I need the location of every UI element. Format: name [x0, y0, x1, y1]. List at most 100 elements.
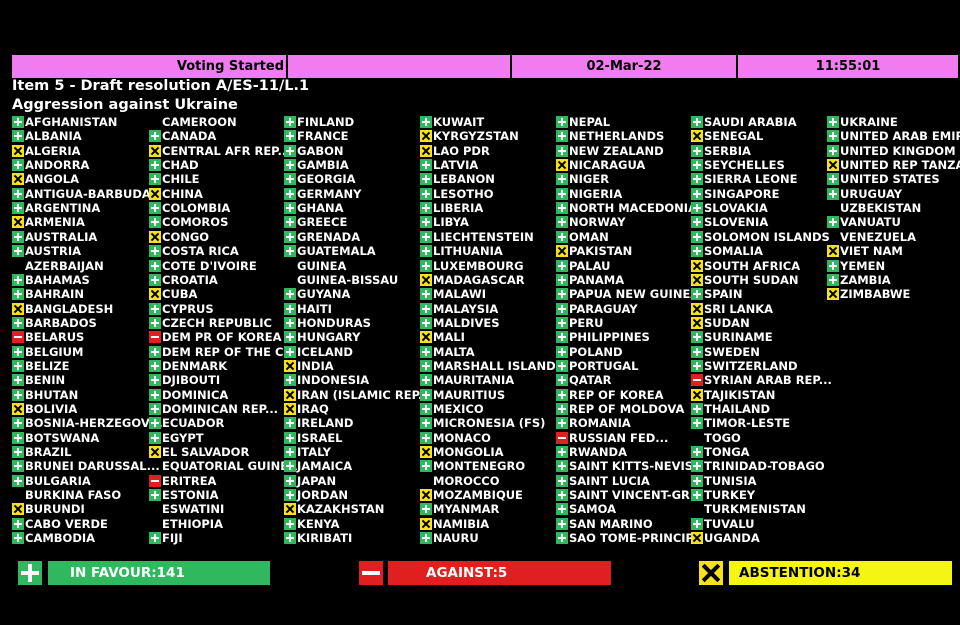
vote-icon — [691, 130, 703, 143]
country-name: GAMBIA — [297, 158, 349, 173]
country-name: CROATIA — [162, 272, 218, 287]
country-name: GUINEA — [297, 258, 347, 273]
vote-icon — [284, 144, 296, 157]
country-name: GUYANA — [297, 287, 351, 302]
vote-icon — [149, 431, 161, 444]
country-name: MALAYSIA — [433, 301, 499, 316]
vote-icon — [556, 245, 568, 258]
country-name: LIBERIA — [433, 201, 484, 216]
vote-icon — [149, 345, 161, 358]
vote-icon — [149, 374, 161, 387]
country-name: KUWAIT — [433, 115, 485, 129]
country-name: NEPAL — [569, 115, 611, 129]
country-name: CHILE — [162, 172, 200, 187]
vote-icon — [827, 187, 839, 200]
vote-icon — [691, 144, 703, 157]
country-name: SAO TOME-PRINCIPE — [569, 531, 702, 546]
country-name: EL SALVADOR — [162, 445, 250, 460]
vote-icon — [284, 173, 296, 186]
country-name: ANGOLA — [25, 172, 79, 187]
vote-icon — [12, 245, 24, 258]
country-name: BRUNEI DARUSSAL... — [25, 459, 160, 474]
country-name: VIET NAM — [840, 244, 903, 259]
country-name: MALI — [433, 330, 465, 345]
country-name: PAKISTAN — [569, 244, 633, 259]
country-name: SRI LANKA — [704, 301, 774, 316]
vote-icon — [284, 316, 296, 329]
vote-icon — [420, 345, 432, 358]
country-name: QATAR — [569, 373, 612, 388]
country-name: BELIZE — [25, 358, 70, 373]
vote-icon — [12, 503, 24, 516]
vote-icon — [420, 403, 432, 415]
country-name: KENYA — [297, 516, 340, 531]
country-name: TRINIDAD-TOBAGO — [704, 459, 825, 474]
country-name: PAPUA NEW GUINEA — [569, 287, 700, 302]
date-cell: 02-Mar-22 — [512, 55, 736, 78]
country-name: PORTUGAL — [569, 358, 639, 373]
vote-icon — [284, 187, 296, 200]
country-name: JORDAN — [297, 488, 348, 503]
vote-icon — [149, 245, 161, 258]
vote-icon — [420, 374, 432, 387]
country-name: ETHIOPIA — [162, 516, 223, 531]
vote-icon — [149, 288, 161, 301]
country-name: GEORGIA — [297, 172, 356, 187]
country-name: VENEZUELA — [840, 229, 916, 244]
country-name: LATVIA — [433, 158, 479, 173]
country-name: MONGOLIA — [433, 445, 504, 460]
vote-icon — [284, 503, 296, 516]
vote-icon — [556, 173, 568, 186]
country-name: TUVALU — [704, 516, 755, 531]
vote-icon — [556, 417, 568, 430]
vote-icon — [691, 216, 703, 229]
vote-icon — [420, 316, 432, 329]
country-name: DENMARK — [162, 358, 228, 373]
country-name: TIMOR-LESTE — [704, 416, 791, 431]
vote-icon — [827, 273, 839, 286]
vote-icon — [149, 144, 161, 157]
vote-icon — [691, 532, 703, 545]
vote-icon — [556, 159, 568, 172]
country-name: DOMINICA — [162, 387, 229, 402]
country-name: URUGUAY — [840, 186, 903, 201]
vote-icon — [12, 230, 24, 243]
country-name: CZECH REPUBLIC — [162, 315, 272, 330]
vote-icon — [691, 302, 703, 315]
vote-icon — [691, 374, 703, 387]
country-name: GUINEA-BISSAU — [297, 272, 399, 287]
vote-icon — [691, 489, 703, 502]
vote-icon — [556, 345, 568, 358]
country-name: KAZAKHSTAN — [297, 502, 385, 517]
vote-icon — [284, 116, 296, 128]
vote-icon — [691, 460, 703, 473]
vote-icon — [556, 259, 568, 272]
country-name: NEW ZEALAND — [569, 143, 664, 158]
country-name: INDONESIA — [297, 373, 370, 388]
vote-icon — [420, 130, 432, 143]
country-name: IRAQ — [297, 402, 329, 416]
country-name: UNITED KINGDOM — [840, 143, 956, 158]
vote-icon — [12, 517, 24, 530]
vote-icon — [149, 532, 161, 545]
country-name: BELARUS — [25, 330, 85, 345]
vote-icon — [12, 431, 24, 444]
country-name: MADAGASCAR — [433, 272, 525, 287]
vote-icon — [556, 503, 568, 516]
vote-icon — [691, 474, 703, 487]
country-name: SLOVAKIA — [704, 201, 768, 216]
vote-icon — [691, 517, 703, 530]
country-name: PALAU — [569, 258, 611, 273]
vote-icon — [556, 288, 568, 301]
country-name: THAILAND — [704, 402, 771, 416]
country-name: SURINAME — [704, 330, 773, 345]
vote-icon — [284, 216, 296, 229]
vote-icon — [12, 116, 24, 128]
vote-icon — [556, 431, 568, 444]
vote-icon — [149, 216, 161, 229]
country-name: CHINA — [162, 186, 203, 201]
vote-icon — [691, 273, 703, 286]
vote-icon — [691, 230, 703, 243]
vote-icon — [149, 489, 161, 502]
country-name: LEBANON — [433, 172, 495, 187]
